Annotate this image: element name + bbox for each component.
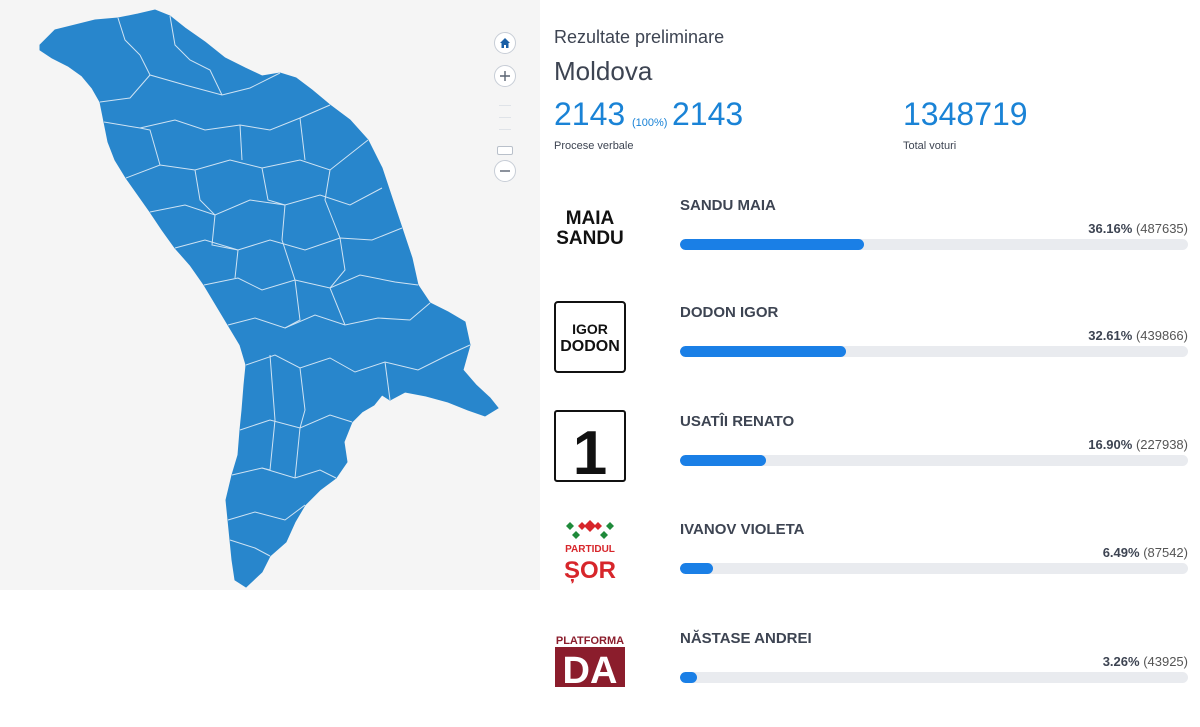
candidate-progress-fill [680, 346, 846, 357]
candidate-row-dodon[interactable]: IGOR DODON DODON IGOR 32.61% (439866) [540, 301, 1200, 401]
zoom-tick [499, 105, 511, 106]
votes-label: Total voturi [903, 140, 957, 152]
candidate-votes: (487635) [1135, 221, 1188, 236]
candidate-progress-track [680, 455, 1188, 466]
candidate-progress-fill [680, 672, 697, 683]
candidate-name: DODON IGOR [680, 304, 779, 321]
candidate-votes: (439866) [1135, 328, 1188, 343]
candidate-row-nastase[interactable]: PLATFORMA DA NĂSTASE ANDREI 3.26% (43925… [540, 627, 1200, 727]
zoom-tick [499, 129, 511, 130]
candidate-progress-track [680, 346, 1188, 357]
candidate-name: NĂSTASE ANDREI [680, 630, 812, 647]
district-borders [99, 15, 471, 557]
candidate-progress-track [680, 239, 1188, 250]
logo-text-line-2: SANDU [556, 228, 624, 249]
home-button[interactable] [494, 32, 516, 54]
plus-icon [500, 71, 510, 81]
candidate-result: 32.61% (439866) [1088, 328, 1188, 343]
candidate-percent: 6.49% [1102, 545, 1140, 560]
candidate-progress-track [680, 563, 1188, 574]
candidate-votes: (43925) [1143, 654, 1188, 669]
logo-text-line-1: MAIA [566, 208, 615, 229]
results-subtitle: Rezultate preliminare [554, 27, 725, 47]
zoom-in-button[interactable] [494, 65, 516, 87]
total-protocols: 2143 [672, 96, 744, 132]
candidate-result: 36.16% (487635) [1088, 221, 1188, 236]
candidate-percent: 32.61% [1088, 328, 1133, 343]
candidate-progress-fill [680, 455, 766, 466]
candidate-progress-fill [680, 239, 864, 250]
minus-icon [500, 170, 510, 172]
candidate-logo-sandu: MAIA SANDU [556, 208, 624, 249]
map-panel [0, 0, 540, 590]
region-title: Moldova [554, 56, 653, 86]
candidate-percent: 36.16% [1088, 221, 1133, 236]
candidate-logo-usatii: 1 [554, 410, 626, 482]
candidate-logo-sor: PARTIDUL ȘOR [564, 520, 616, 584]
protocols-label: Procese verbale [554, 140, 634, 152]
logo-text-line-1: PARTIDUL [565, 544, 615, 555]
zoom-slider-handle[interactable] [497, 146, 513, 155]
processed-count: 2143 [554, 96, 626, 132]
moldova-shape[interactable] [39, 9, 499, 588]
moldova-map[interactable] [0, 0, 540, 590]
candidate-name: SANDU MAIA [680, 197, 776, 214]
logo-text-line-1: PLATFORMA [556, 635, 624, 647]
candidate-result: 6.49% (87542) [1103, 545, 1188, 560]
candidate-progress-fill [680, 563, 713, 574]
logo-text-line-2: DODON [560, 338, 620, 355]
total-votes: 1348719 [903, 96, 1028, 132]
candidate-result: 16.90% (227938) [1088, 437, 1188, 452]
zoom-out-button[interactable] [494, 160, 516, 182]
candidate-percent: 16.90% [1088, 437, 1133, 452]
map-zoom-controls [494, 30, 520, 190]
logo-number: 1 [573, 419, 607, 482]
candidate-name: USATÎI RENATO [680, 413, 795, 430]
candidate-votes: (227938) [1135, 437, 1188, 452]
candidate-row-usatii[interactable]: 1 USATÎI RENATO 16.90% (227938) [540, 410, 1200, 510]
logo-text-line-1: IGOR [572, 321, 608, 337]
candidate-votes: (87542) [1143, 545, 1188, 560]
candidate-percent: 3.26% [1102, 654, 1140, 669]
candidate-progress-track [680, 672, 1188, 683]
candidate-row-sandu[interactable]: MAIA SANDU SANDU MAIA 36.16% (487635) [540, 194, 1200, 294]
candidate-logo-dodon: IGOR DODON [554, 301, 626, 373]
candidate-result: 3.26% (43925) [1103, 654, 1188, 669]
candidate-name: IVANOV VIOLETA [680, 521, 805, 538]
logo-text-line-2: DA [563, 650, 618, 692]
candidate-logo-platforma-da: PLATFORMA DA [555, 635, 625, 692]
processed-percent: (100%) [632, 117, 668, 129]
logo-text-line-2: ȘOR [564, 557, 616, 584]
ornament-icon [566, 520, 614, 539]
candidate-row-ivanov[interactable]: PARTIDUL ȘOR IVANOV VIOLETA 6.49% (87542… [540, 518, 1200, 618]
zoom-tick [499, 117, 511, 118]
home-icon [500, 38, 510, 48]
